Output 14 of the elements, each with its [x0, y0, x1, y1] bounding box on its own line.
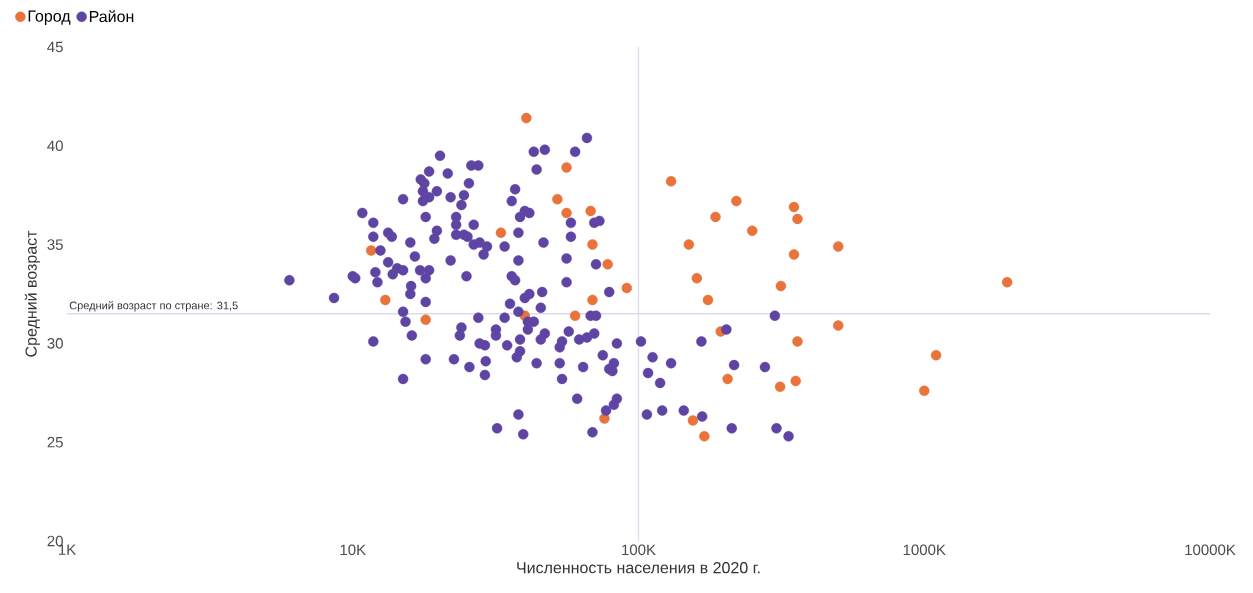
x-tick-label: 10K: [340, 544, 366, 556]
ref-line-label: Средний возраст по стране: 31,5: [69, 301, 238, 312]
y-tick-label: 45: [47, 41, 63, 53]
y-tick-label: 35: [47, 239, 63, 250]
y-tick-label: 30: [47, 338, 63, 349]
legend-label: Город: [28, 10, 71, 25]
x-tick-label: 100K: [622, 544, 656, 556]
y-axis-title: Средний возраст: [24, 230, 40, 357]
y-tick-label: 40: [47, 140, 63, 152]
x-tick-label: 10000K: [1185, 544, 1236, 556]
y-tick-label: 25: [47, 436, 63, 448]
legend-label: Район: [89, 10, 134, 23]
x-axis-title: Численность населения в 2020 г.: [517, 562, 760, 574]
x-tick-label: 1000K: [903, 544, 946, 556]
